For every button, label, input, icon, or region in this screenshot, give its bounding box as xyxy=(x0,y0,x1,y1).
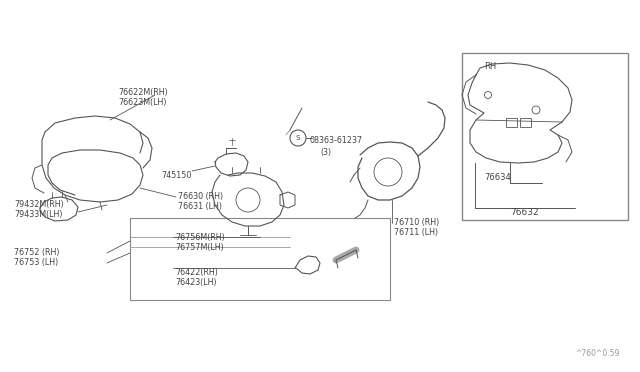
Text: 76757M(LH): 76757M(LH) xyxy=(175,243,224,252)
Text: 76711 (LH): 76711 (LH) xyxy=(394,228,438,237)
Text: 79432M(RH): 79432M(RH) xyxy=(14,200,64,209)
Text: 76632: 76632 xyxy=(510,208,539,217)
Text: (3): (3) xyxy=(320,148,331,157)
Text: 76752 (RH): 76752 (RH) xyxy=(14,248,60,257)
Text: 76423(LH): 76423(LH) xyxy=(175,278,216,287)
Bar xyxy=(462,53,628,220)
Text: 76634: 76634 xyxy=(484,173,511,182)
Text: 76756M(RH): 76756M(RH) xyxy=(175,233,225,242)
Bar xyxy=(506,118,517,127)
Text: 76422(RH): 76422(RH) xyxy=(175,268,218,277)
Text: 79433M(LH): 79433M(LH) xyxy=(14,210,63,219)
Text: 76753 (LH): 76753 (LH) xyxy=(14,258,58,267)
Text: 76622M(RH): 76622M(RH) xyxy=(118,88,168,97)
Text: ^760^0.59: ^760^0.59 xyxy=(575,349,620,358)
Text: 08363-61237: 08363-61237 xyxy=(310,136,363,145)
Text: 745150: 745150 xyxy=(162,171,192,180)
Text: S: S xyxy=(296,135,300,141)
Text: 76631 (LH): 76631 (LH) xyxy=(178,202,222,211)
Bar xyxy=(520,118,531,127)
Text: 76630 (RH): 76630 (RH) xyxy=(178,192,223,201)
Text: 76623M(LH): 76623M(LH) xyxy=(118,98,166,107)
Text: 76710 (RH): 76710 (RH) xyxy=(394,218,439,227)
Text: RH: RH xyxy=(484,62,496,71)
Bar xyxy=(130,218,390,300)
